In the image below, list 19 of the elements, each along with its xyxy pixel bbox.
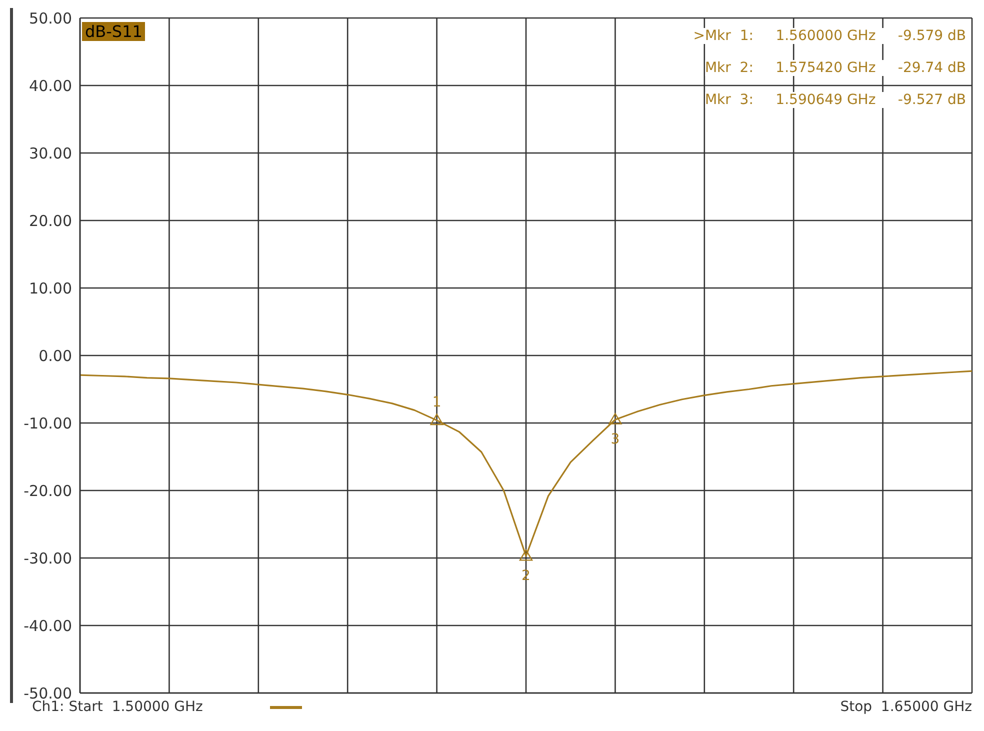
- annotation: >Mkr 1: 1.560000 GHz -9.579 dB: [693, 28, 966, 44]
- y-tick-label: 50.00: [29, 9, 72, 28]
- point: [430, 414, 444, 426]
- text: Ch1: Start 1.50000 GHz: [32, 699, 203, 715]
- y-tick-label: -40.00: [24, 616, 72, 635]
- y-tick-label: 20.00: [29, 212, 72, 230]
- y-tick-label: -10.00: [24, 414, 72, 432]
- y-tick-label: 30.00: [29, 144, 72, 162]
- y-tick-label: -30.00: [24, 549, 72, 568]
- y-tick-label: 0.00: [38, 346, 72, 365]
- annotation: Mkr 2: 1.575420 GHz -29.74 dB: [704, 60, 966, 76]
- y-tick-label: -20.00: [24, 482, 72, 500]
- chart-title: dB-S11: [82, 22, 146, 41]
- y-tick-label: 40.00: [29, 76, 72, 95]
- text: Stop 1.65000 GHz: [840, 699, 972, 715]
- point: [608, 413, 622, 424]
- point: [519, 549, 533, 561]
- annotation: Mkr 3: 1.590649 GHz -9.527 dB: [704, 92, 966, 108]
- y-tick-label: 10.00: [29, 279, 72, 298]
